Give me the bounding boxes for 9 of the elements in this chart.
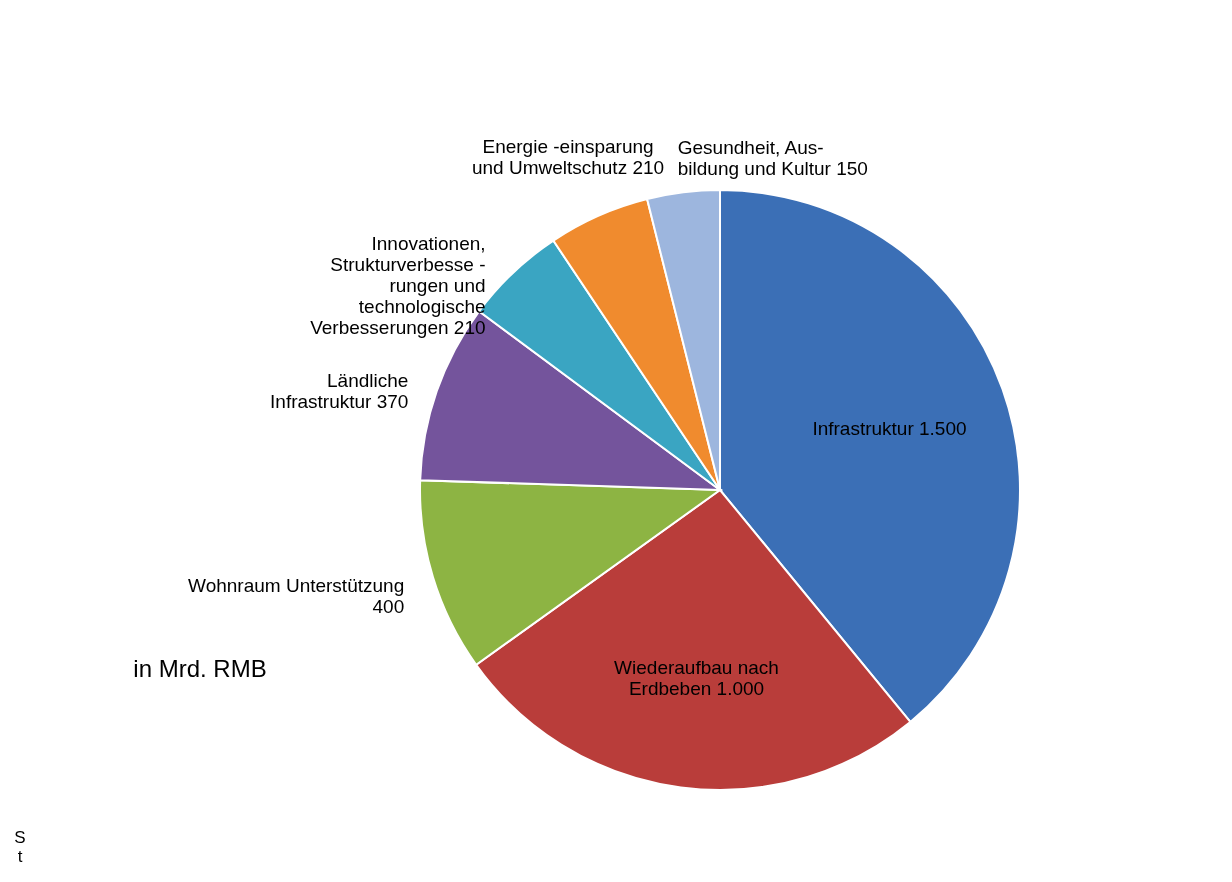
text: in Mrd. RMB — [133, 655, 267, 682]
slice-label: Gesundheit, Aus- bildung und Kultur 150 — [677, 136, 868, 179]
slice-label: Wohnraum Unterstützung — [188, 574, 405, 596]
data-label: 400 — [372, 595, 405, 617]
slice-label: Wiederaufbau nach Erdbeben 1.000 — [614, 657, 779, 700]
slice-label: Ländliche Infrastruktur 370 — [270, 370, 409, 413]
slice-label: Energie -einsparung und Umweltschutz 210 — [471, 136, 665, 179]
text: St — [14, 828, 26, 866]
slice-label: Infrastruktur 1.500 — [812, 418, 967, 440]
